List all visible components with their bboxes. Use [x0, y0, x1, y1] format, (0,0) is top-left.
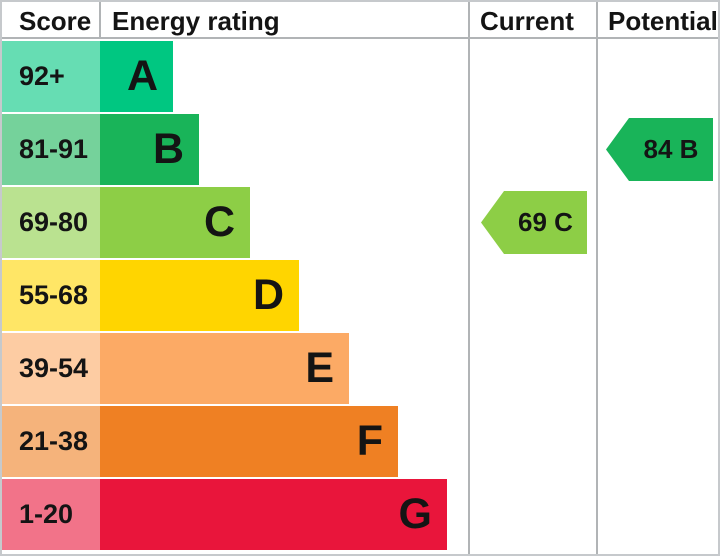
band-row-c: 69-80 C: [2, 187, 468, 258]
band-row-d: 55-68 D: [2, 260, 468, 331]
score-cell: 39-54: [2, 333, 100, 404]
current-column-divider: [468, 2, 470, 554]
rating-bar: E: [100, 333, 349, 404]
score-range-label: 39-54: [19, 353, 89, 383]
potential-rating-label: 84 B: [643, 134, 699, 164]
band-row-a: 92+ A: [2, 41, 468, 112]
score-cell: 69-80: [2, 187, 100, 258]
column-header-current: Current: [480, 6, 574, 36]
potential-rating-arrow: 84 B: [606, 118, 713, 181]
band-letter: G: [398, 490, 432, 538]
rating-bar: B: [100, 114, 199, 185]
rating-bar: G: [100, 479, 447, 550]
band-letter: B: [152, 125, 184, 173]
rating-bar: F: [100, 406, 398, 477]
rating-bar: A: [100, 41, 173, 112]
chart-header: Score Energy rating Current Potential: [2, 2, 718, 39]
score-cell: 81-91: [2, 114, 100, 185]
band-letter: E: [305, 344, 334, 392]
band-row-b: 81-91 B: [2, 114, 468, 185]
band-letter: F: [356, 417, 383, 465]
band-row-e: 39-54 E: [2, 333, 468, 404]
score-cell: 21-38: [2, 406, 100, 477]
rating-bar: C: [100, 187, 250, 258]
score-range-label: 1-20: [19, 499, 74, 529]
score-column-divider: [99, 2, 101, 39]
band-row-f: 21-38 F: [2, 406, 468, 477]
current-rating-arrow: 69 C: [481, 191, 587, 254]
band-row-g: 1-20 G: [2, 479, 468, 550]
score-cell: 1-20: [2, 479, 100, 550]
score-range-label: 81-91: [19, 134, 89, 164]
band-letter: A: [126, 52, 158, 100]
score-range-label: 92+: [19, 61, 65, 91]
band-letter: D: [252, 271, 284, 319]
current-rating-label: 69 C: [518, 207, 573, 237]
score-range-label: 69-80: [19, 207, 89, 237]
score-cell: 92+: [2, 41, 100, 112]
column-header-score: Score: [19, 6, 92, 36]
potential-column-divider: [596, 2, 598, 554]
rating-bar: D: [100, 260, 299, 331]
column-header-energy-rating: Energy rating: [112, 6, 280, 36]
score-cell: 55-68: [2, 260, 100, 331]
column-header-potential: Potential: [608, 6, 718, 36]
band-letter: C: [203, 198, 235, 246]
score-range-label: 55-68: [19, 280, 89, 310]
score-range-label: 21-38: [19, 426, 89, 456]
